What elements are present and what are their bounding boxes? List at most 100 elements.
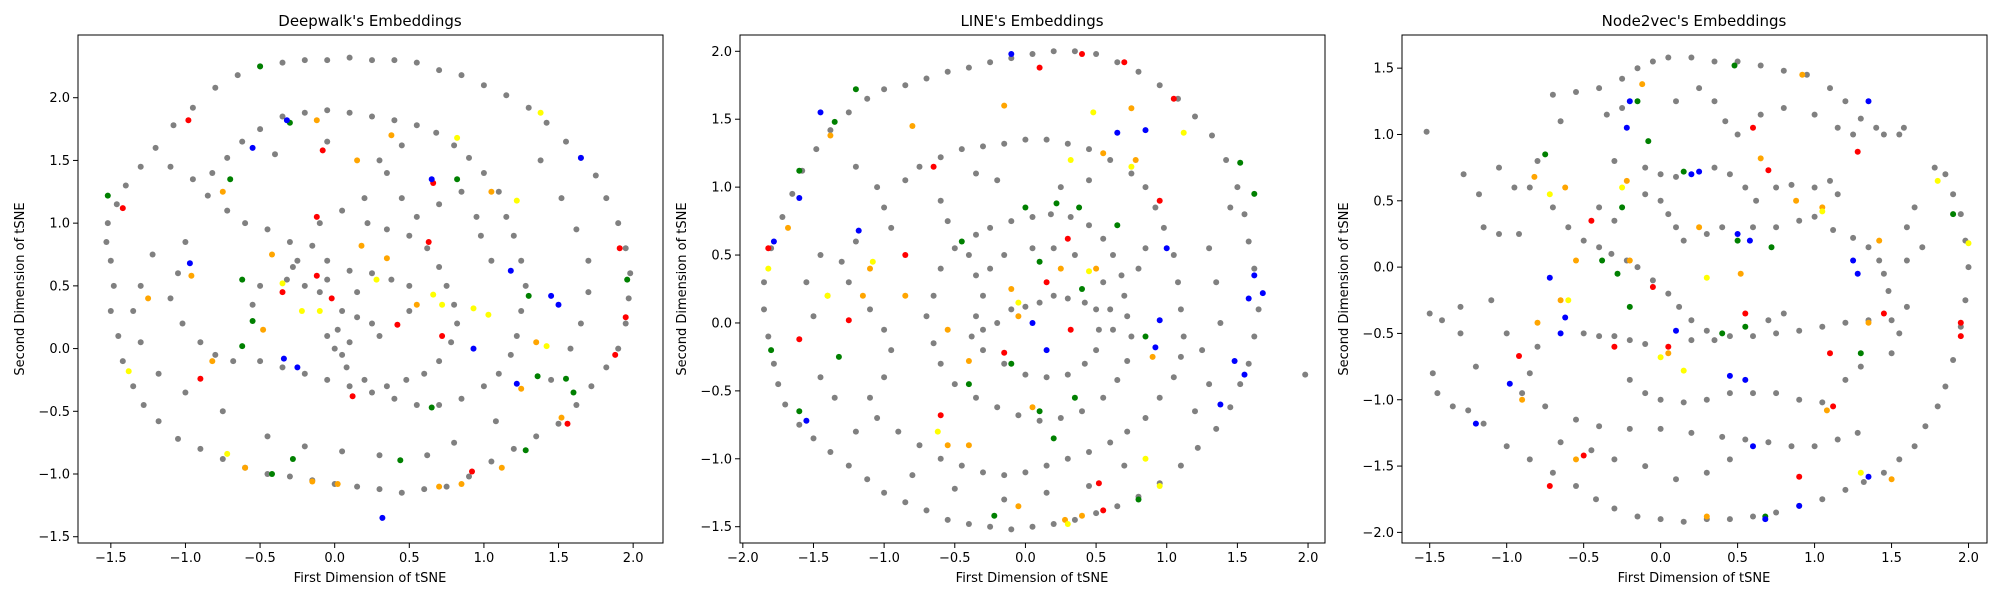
scatter-point-blue: [796, 195, 803, 201]
scatter-point-base: [1043, 489, 1050, 496]
scatter-point-base: [1426, 310, 1433, 317]
scatter-point-base: [1896, 131, 1903, 138]
scatter-point-base: [107, 257, 114, 264]
scatter-point-base: [137, 282, 144, 289]
scatter-point-red: [845, 317, 852, 324]
scatter-point-base: [1156, 82, 1163, 89]
scatter-point-base: [1043, 374, 1050, 381]
scatter-point-base: [827, 127, 834, 134]
scatter-point-blue: [294, 364, 301, 371]
scatter-point-base: [448, 339, 455, 346]
scatter-point-green: [958, 238, 965, 245]
x-tick-label: 1.0: [1156, 551, 1177, 566]
scatter-point-base: [1857, 115, 1864, 122]
scatter-point-base: [852, 163, 859, 170]
scatter-point-base: [1008, 55, 1015, 62]
scatter-point-base: [1206, 381, 1213, 388]
scatter-point-base: [838, 258, 845, 265]
scatter-point-base: [1128, 333, 1135, 340]
scatter-point-green: [1251, 190, 1258, 197]
x-tick-label: −1.5: [798, 551, 830, 566]
scatter-point-blue: [1506, 380, 1513, 387]
scatter-point-base: [980, 347, 986, 354]
subplot-deepwalk: Deepwalk's Embeddings −1.5 −1.0 −0.5 0.0 0.5…: [13, 12, 664, 586]
scatter-point-base: [113, 201, 120, 208]
scatter-point-base: [1780, 310, 1787, 317]
x-tick-label: 1.0: [1804, 551, 1825, 566]
scatter-point-blue: [855, 227, 862, 234]
x-axis-label: First Dimension of tSNE: [956, 571, 1109, 586]
plot-frame: [1401, 34, 1988, 544]
scatter-point-base: [1676, 303, 1683, 310]
scatter-point-base: [1245, 238, 1252, 245]
subplot-line: LINE's Embeddings −2.0 −1.5 −1.0 −0.5 0.0 0.5…: [675, 12, 1326, 586]
scatter-point-blue: [1865, 473, 1872, 480]
scatter-point-base: [537, 157, 544, 164]
scatter-point-base: [845, 462, 852, 469]
scatter-point-base: [301, 57, 308, 64]
scatter-point-base: [1043, 462, 1050, 469]
scatter-point-orange: [458, 481, 465, 487]
scatter-point-base: [1885, 288, 1892, 294]
scatter-point-base: [301, 109, 308, 116]
scatter-point-red: [394, 321, 401, 328]
scatter-point-base: [1449, 403, 1456, 410]
plot-frame: [77, 34, 664, 544]
scatter-point-base: [1241, 211, 1248, 218]
scatter-point-base: [779, 214, 786, 220]
scatter-point-base: [1557, 439, 1564, 446]
scatter-point-base: [130, 383, 137, 390]
scatter-point-blue: [1259, 290, 1266, 297]
scatter-point-base: [937, 360, 944, 367]
scatter-point-base: [354, 314, 361, 321]
scatter-point-yellow: [1180, 129, 1187, 136]
scatter-point-base: [994, 177, 1001, 184]
scatter-point-base: [324, 276, 331, 283]
scatter-point-base: [1156, 394, 1163, 401]
scatter-point-base: [1842, 98, 1849, 105]
scatter-point-red: [313, 272, 320, 279]
scatter-point-yellow: [1015, 299, 1022, 306]
scatter-point-base: [189, 104, 196, 111]
scatter-point-base: [881, 204, 888, 211]
scatter-point-base: [1177, 306, 1184, 313]
scatter-point-green: [1542, 151, 1549, 158]
scatter-point-blue: [1231, 358, 1238, 364]
x-axis-label: First Dimension of tSNE: [1618, 571, 1771, 586]
chart-title: Node2vec's Embeddings: [1602, 12, 1787, 30]
scatter-point-orange: [1132, 157, 1139, 163]
x-tick-label: −1.0: [170, 551, 202, 566]
scatter-point-red: [937, 412, 944, 419]
scatter-point-orange: [309, 478, 316, 485]
scatter-point-base: [1549, 469, 1556, 476]
scatter-point-blue: [1008, 51, 1015, 57]
scatter-point-green: [1079, 286, 1085, 292]
scatter-point-orange: [1015, 313, 1022, 320]
scatter-point-base: [585, 289, 592, 296]
scatter-point-base: [1093, 51, 1100, 57]
x-tick-label: 0.0: [1650, 551, 1671, 566]
scatter-point-base: [1549, 204, 1556, 211]
scatter-point-base: [1680, 399, 1687, 406]
scatter-point-base: [958, 462, 965, 469]
scatter-point-base: [1064, 371, 1071, 378]
scatter-point-base: [1608, 250, 1615, 257]
scatter-point-base: [1022, 136, 1029, 143]
x-tick-label: −2.0: [727, 551, 759, 566]
x-tick-label: −0.5: [939, 551, 971, 566]
scatter-point-base: [1803, 71, 1810, 78]
scatter-point-base: [339, 448, 346, 455]
y-tick-label: 0.5: [49, 279, 70, 294]
scatter-point-base: [403, 376, 410, 383]
scatter-point-green: [1734, 237, 1741, 244]
scatter-point-base: [1093, 510, 1100, 517]
scatter-point-base: [987, 523, 994, 530]
scatter-point-base: [503, 92, 510, 99]
scatter-point-base: [1213, 425, 1220, 432]
scatter-point-base: [1750, 333, 1756, 340]
x-tick-label: 0.0: [324, 551, 345, 566]
scatter-point-base: [1750, 390, 1756, 397]
y-tick-label: −2.0: [1362, 526, 1394, 541]
scatter-point-orange: [354, 157, 361, 164]
scatter-point-base: [1534, 158, 1541, 164]
